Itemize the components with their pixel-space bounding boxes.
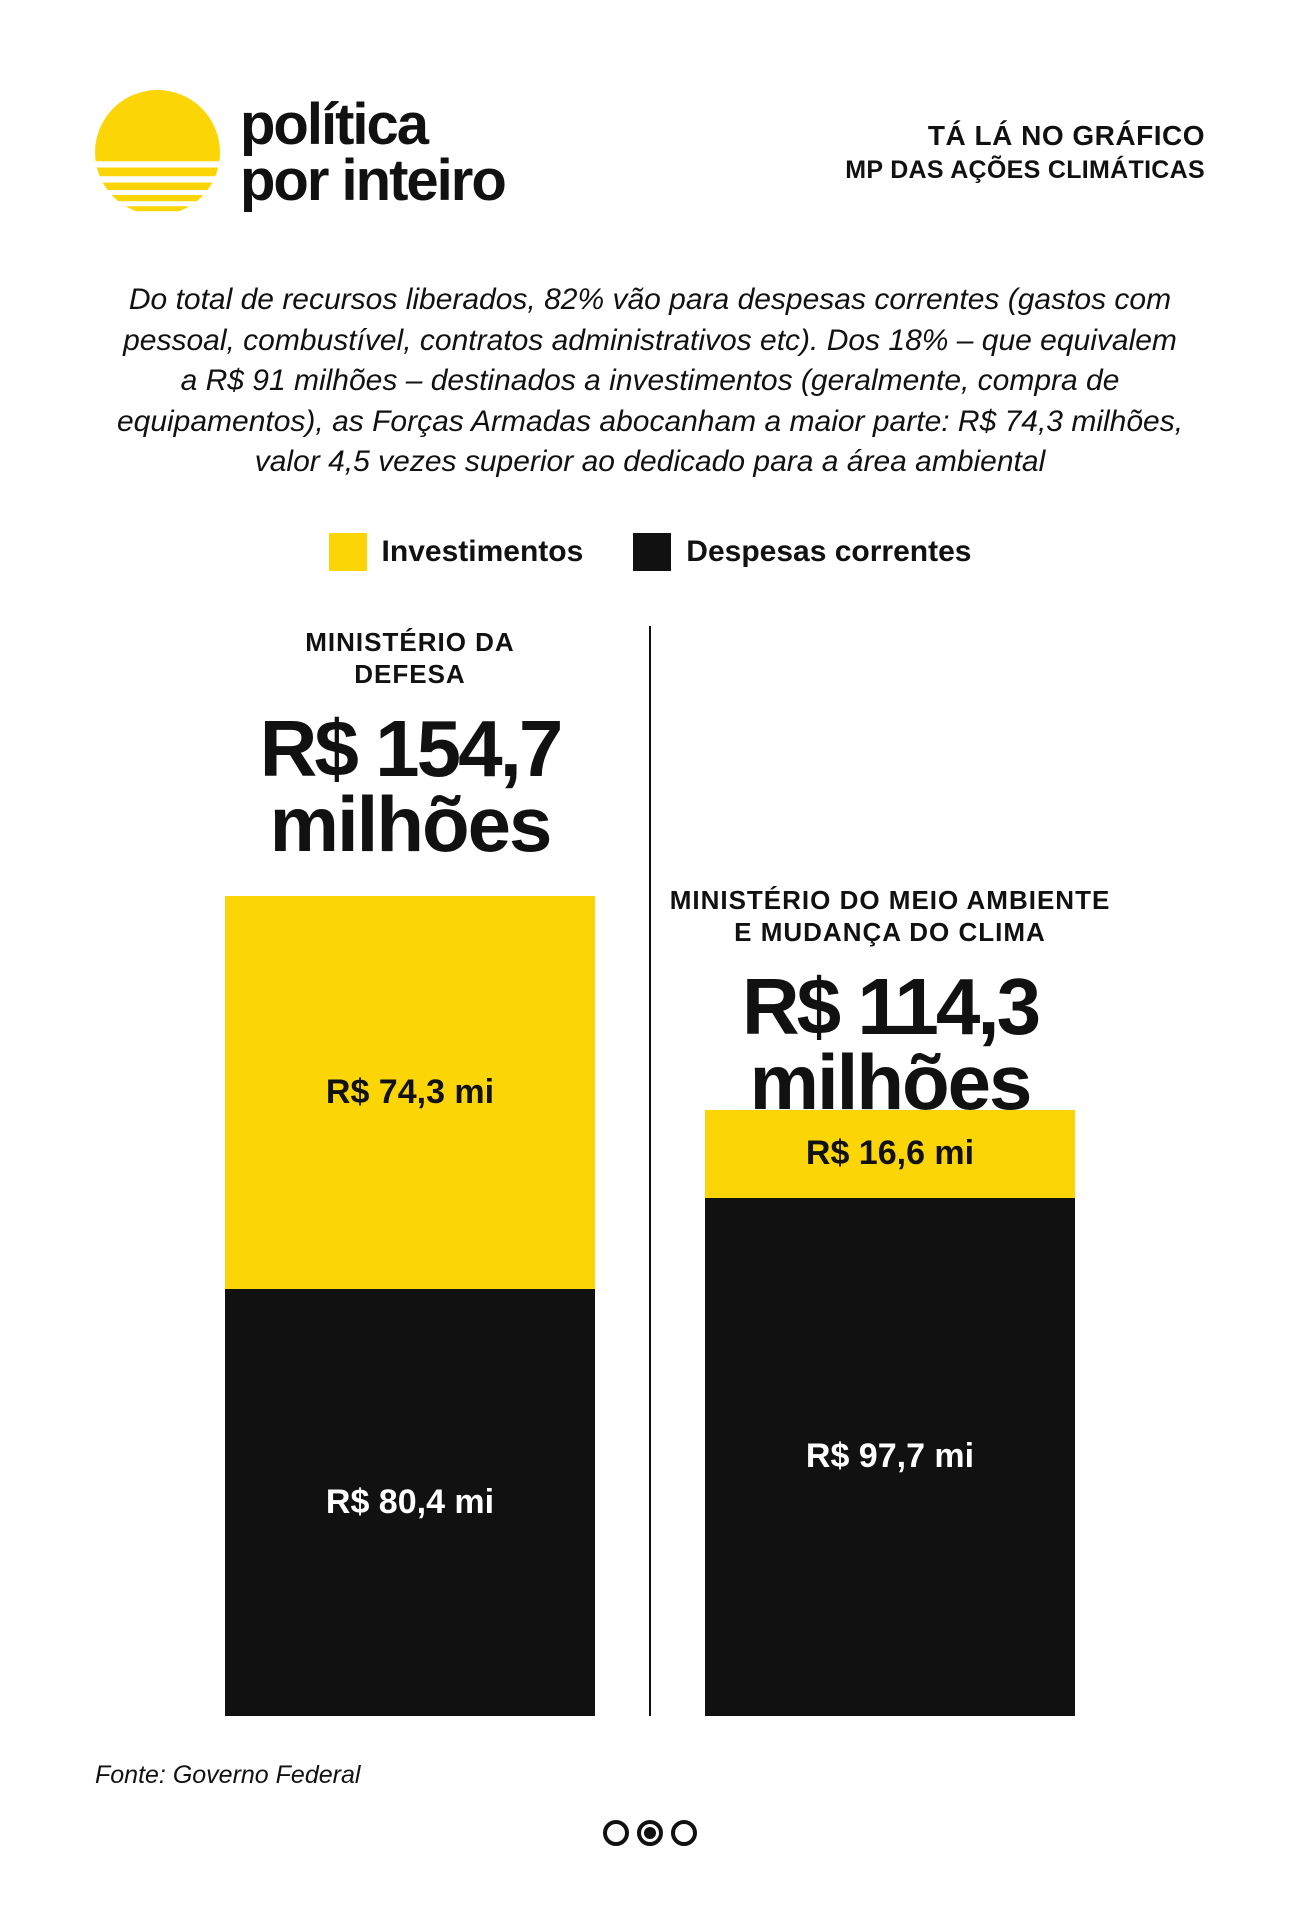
- pagination-dots: [95, 1820, 1205, 1846]
- bar-stack: R$ 74,3 mi R$ 80,4 mi: [225, 896, 595, 1716]
- legend-label: Despesas correntes: [686, 535, 971, 569]
- segment-label: R$ 97,7 mi: [806, 1437, 974, 1476]
- legend-item: Despesas correntes: [633, 533, 971, 571]
- column-header: MINISTÉRIO DO MEIO AMBIENTEE MUDANÇA DO …: [650, 884, 1130, 1119]
- logo-sun-icon: [95, 90, 220, 215]
- logo: política por inteiro: [95, 90, 505, 215]
- column-total-value: R$ 154,7: [260, 711, 561, 787]
- bar-segment: R$ 97,7 mi: [705, 1198, 1075, 1716]
- chart-column: MINISTÉRIO DADEFESA R$ 154,7milhões R$ 74,…: [170, 626, 650, 1716]
- logo-text: política por inteiro: [240, 97, 505, 207]
- chart-column: MINISTÉRIO DO MEIO AMBIENTEE MUDANÇA DO …: [650, 626, 1130, 1716]
- legend: Investimentos Despesas correntes: [95, 533, 1205, 571]
- bar-segment: R$ 16,6 mi: [705, 1110, 1075, 1198]
- bar-segment: R$ 74,3 mi: [225, 896, 595, 1290]
- header: política por inteiro TÁ LÁ NO GRÁFICO MP…: [95, 90, 1205, 215]
- column-title: MINISTÉRIO DADEFESA: [305, 626, 514, 696]
- header-tag-main: TÁ LÁ NO GRÁFICO: [845, 118, 1205, 154]
- segment-label: R$ 74,3 mi: [326, 1073, 494, 1112]
- segment-label: R$ 16,6 mi: [806, 1134, 974, 1173]
- bar-stack: R$ 16,6 mi R$ 97,7 mi: [705, 1110, 1075, 1716]
- column-header: MINISTÉRIO DADEFESA R$ 154,7milhões: [170, 626, 650, 861]
- page-dot[interactable]: [671, 1820, 697, 1846]
- bar-segment: R$ 80,4 mi: [225, 1289, 595, 1715]
- segment-label: R$ 80,4 mi: [326, 1483, 494, 1522]
- page-dot[interactable]: [603, 1820, 629, 1846]
- column-total-unit: milhões: [270, 787, 551, 861]
- legend-item: Investimentos: [329, 533, 584, 571]
- page-dot[interactable]: [637, 1820, 663, 1846]
- legend-label: Investimentos: [382, 535, 584, 569]
- description-text: Do total de recursos liberados, 82% vão …: [95, 280, 1205, 483]
- legend-swatch: [633, 533, 671, 571]
- chart-container: MINISTÉRIO DADEFESAR$ 154,7milhõesR$ 74,…: [95, 626, 1205, 1716]
- logo-line-2: por inteiro: [240, 153, 505, 208]
- column-total-value: R$ 114,3: [742, 969, 1038, 1045]
- logo-line-1: política: [240, 97, 505, 152]
- source-text: Fonte: Governo Federal: [95, 1761, 1205, 1790]
- header-tag: TÁ LÁ NO GRÁFICO MP DAS AÇÕES CLIMÁTICAS: [845, 118, 1205, 187]
- legend-swatch: [329, 533, 367, 571]
- column-total-unit: milhões: [750, 1045, 1031, 1119]
- header-tag-sub: MP DAS AÇÕES CLIMÁTICAS: [845, 154, 1205, 187]
- column-title: MINISTÉRIO DO MEIO AMBIENTEE MUDANÇA DO …: [670, 884, 1111, 954]
